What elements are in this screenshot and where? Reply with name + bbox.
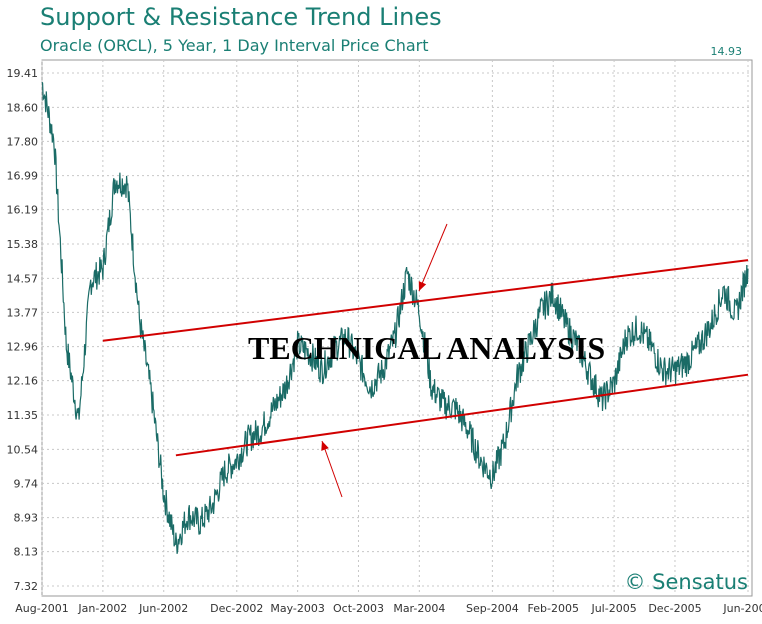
y-tick-label: 15.38 [7,238,39,251]
support-arrow [321,440,343,498]
y-tick-label: 13.77 [7,306,39,319]
x-tick-label: Jan-2002 [77,602,127,615]
y-tick-label: 16.19 [7,204,39,217]
y-tick-label: 14.57 [7,272,39,285]
last-price-label: 14.93 [710,45,743,58]
y-tick-label: 10.54 [7,443,39,456]
y-tick-label: 9.74 [14,477,39,490]
chart-subtitle: Oracle (ORCL), 5 Year, 1 Day Interval Pr… [40,36,429,55]
x-tick-label: Jun-2006 [722,602,762,615]
y-tick-label: 19.41 [7,67,39,80]
resistance-trend-line [102,259,749,342]
y-tick-label: 8.13 [14,546,39,559]
x-tick-label: Dec-2002 [210,602,263,615]
x-tick-label: Sep-2004 [466,602,519,615]
y-tick-label: 11.35 [7,409,39,422]
y-tick-label: 17.80 [7,135,39,148]
x-tick-label: Jun-2002 [138,602,188,615]
x-tick-label: May-2003 [270,602,325,615]
x-tick-label: Feb-2005 [528,602,579,615]
y-tick-label: 7.32 [14,580,39,593]
chart-title: Support & Resistance Trend Lines [40,3,442,31]
price-series-line [41,81,749,554]
resistance-arrow [418,223,448,292]
support-arrow-head [321,441,329,451]
x-tick-label: Aug-2001 [15,602,68,615]
x-tick-label: Dec-2005 [648,602,701,615]
y-tick-label: 8.93 [14,512,39,525]
y-tick-label: 12.96 [7,341,39,354]
technical-analysis-annotation: TECHNICAL ANALYSIS [248,330,606,366]
x-tick-label: Oct-2003 [333,602,384,615]
y-tick-label: 16.99 [7,170,39,183]
x-tick-label: Mar-2004 [393,602,445,615]
sensatus-watermark: © Sensatus [624,570,748,594]
x-tick-label: Jul-2005 [590,602,636,615]
y-tick-label: 18.60 [7,101,39,114]
support-trend-line [175,373,749,457]
resistance-arrow-head [418,281,427,291]
y-tick-label: 12.16 [7,375,39,388]
